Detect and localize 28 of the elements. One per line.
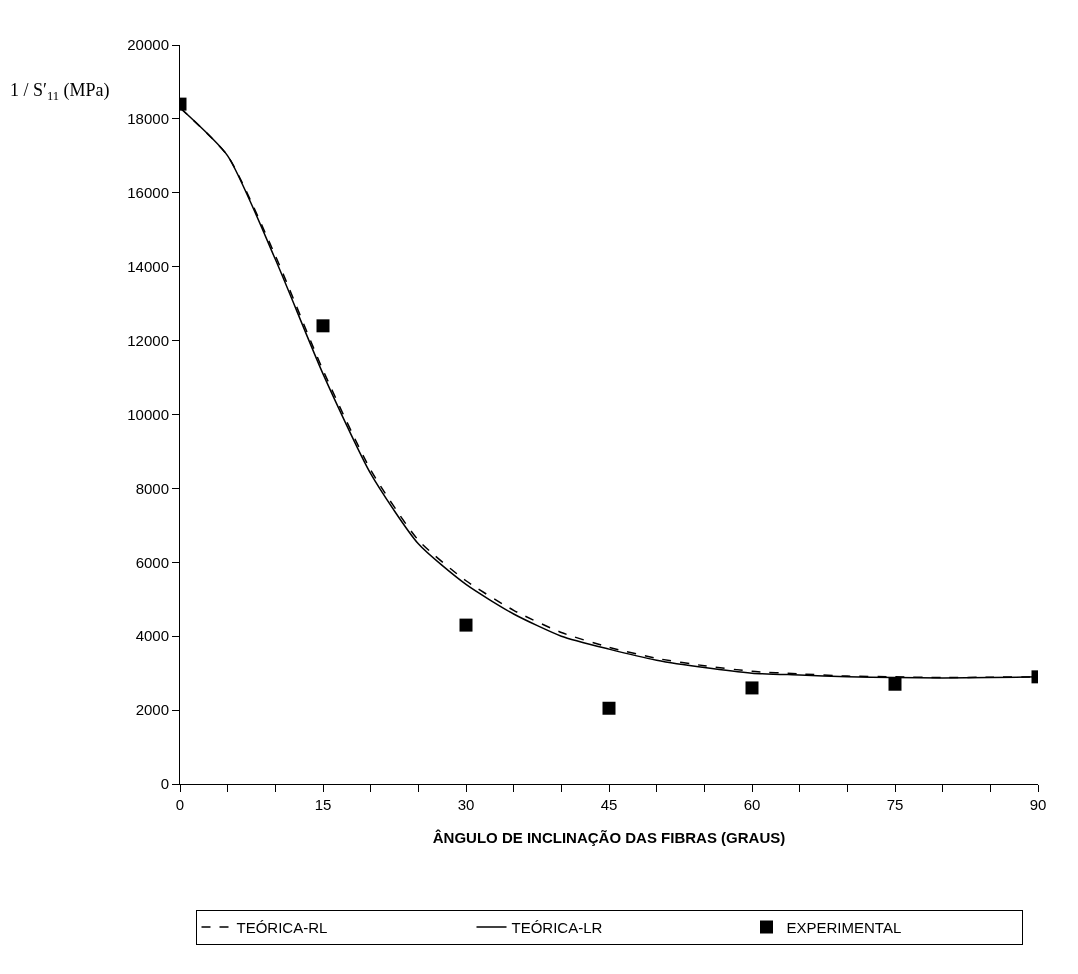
point [316,319,330,333]
y-tick-label: 0 [160,775,169,793]
y-tick-label: 4000 [135,627,169,645]
x-tick-label: 75 [886,796,904,813]
y-tick-label: 6000 [135,553,169,571]
x-tick-label: 60 [743,796,761,813]
legend-label: TEÓRICA-LR [511,918,603,936]
point [602,701,616,715]
point [459,618,473,632]
x-tick-label: 30 [457,796,475,813]
y-tick-label: 8000 [135,479,169,497]
y-tick-label: 18000 [127,110,169,128]
y-tick-label: 20000 [127,36,169,54]
x-tick-label: 15 [314,796,332,813]
y-axis-title: 1 / S′$_{11}$ (MPa) [10,80,110,103]
x-tick-label: 0 [175,796,185,813]
y-tick-label: 2000 [135,701,169,719]
point [888,677,902,691]
y-tick-label: 12000 [127,331,169,349]
y-tick-label: 10000 [127,405,169,423]
x-tick-label: 90 [1029,796,1047,813]
x-tick-label: 45 [600,796,618,813]
y-tick-label: 16000 [127,184,169,202]
point [745,681,759,695]
x-axis-title: ÂNGULO DE INCLINAÇÃO DAS FIBRAS (GRAUS) [432,829,786,846]
legend-label: TEÓRICA-RL [236,918,328,936]
y-tick-label: 14000 [127,257,169,275]
legend-label: EXPERIMENTAL [786,918,902,936]
